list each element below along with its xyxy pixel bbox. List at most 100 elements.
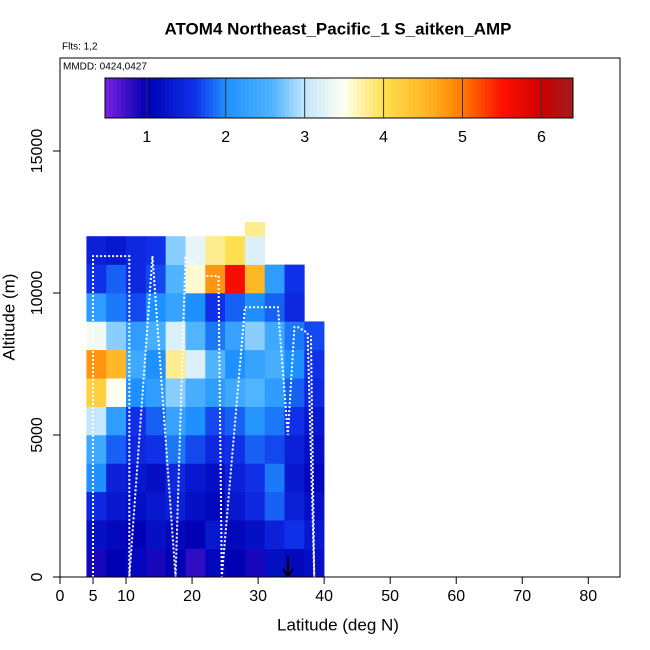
cell: [126, 321, 147, 351]
cell: [185, 463, 206, 493]
x-tick-label: 70: [513, 588, 531, 605]
colorbar-swatch: [373, 78, 378, 118]
colorbar-swatch: [405, 78, 410, 118]
x-tick-label: 10: [117, 588, 135, 605]
colorbar-swatch: [361, 78, 366, 118]
cell: [106, 378, 127, 407]
colorbar-swatch: [545, 78, 550, 118]
cell: [244, 349, 266, 379]
y-tick-label: 0: [29, 572, 46, 581]
colorbar-swatch: [537, 78, 542, 118]
colorbar-tick-label: 1: [142, 129, 151, 146]
cell: [304, 406, 325, 436]
x-tick-label: 20: [183, 588, 201, 605]
colorbar-swatch: [449, 78, 454, 118]
cell: [185, 520, 206, 549]
colorbar-swatch: [149, 78, 154, 118]
colorbar-swatch: [385, 78, 390, 118]
cell: [86, 264, 107, 294]
cell: [145, 264, 166, 294]
colorbar-swatch: [273, 78, 278, 118]
x-tick-label: 80: [579, 588, 597, 605]
colorbar-swatch: [345, 78, 350, 118]
cell: [145, 491, 166, 521]
colorbar-swatch: [341, 78, 346, 118]
cell: [185, 321, 206, 351]
colorbar-swatch: [333, 78, 338, 118]
colorbar-swatch: [441, 78, 446, 118]
cell: [264, 463, 285, 493]
cell: [126, 349, 147, 379]
cell: [304, 435, 325, 464]
colorbar-swatch: [237, 78, 242, 118]
cell: [145, 293, 166, 322]
cell: [225, 491, 246, 521]
cell: [205, 321, 226, 351]
cell: [304, 491, 325, 521]
cell: [244, 435, 266, 464]
cell: [264, 548, 285, 578]
colorbar-swatch: [173, 78, 178, 118]
colorbar-swatch: [485, 78, 490, 118]
colorbar-swatch: [561, 78, 566, 118]
cell: [304, 548, 325, 578]
cell: [106, 463, 127, 493]
y-tick-label: 5000: [29, 417, 46, 453]
colorbar-swatch: [197, 78, 202, 118]
cell: [165, 321, 186, 351]
colorbar-swatch: [377, 78, 382, 118]
colorbar-swatch: [297, 78, 302, 118]
colorbar-swatch: [369, 78, 374, 118]
cell: [225, 349, 246, 379]
cell: [106, 491, 127, 521]
colorbar-swatch: [497, 78, 502, 118]
cell: [244, 463, 266, 493]
colorbar-swatch: [565, 78, 570, 118]
cell: [244, 548, 266, 578]
colorbar-swatch: [417, 78, 422, 118]
colorbar-swatch: [353, 78, 358, 118]
cell: [185, 378, 206, 407]
colorbar-tick-label: 3: [300, 129, 309, 146]
cell: [205, 491, 226, 521]
colorbar-swatch: [541, 78, 546, 118]
x-tick-label: 30: [249, 588, 267, 605]
colorbar-swatch: [397, 78, 402, 118]
y-axis-label: Altitude (m): [0, 274, 18, 361]
cell: [244, 378, 266, 407]
cell: [225, 321, 246, 351]
cell: [264, 520, 285, 549]
cell: [244, 321, 266, 351]
colorbar-swatch: [429, 78, 434, 118]
cell: [185, 406, 206, 436]
colorbar-swatch: [177, 78, 182, 118]
colorbar-swatch: [445, 78, 450, 118]
colorbar-swatch: [205, 78, 210, 118]
colorbar-swatch: [117, 78, 122, 118]
colorbar-swatch: [125, 78, 130, 118]
colorbar-swatch: [517, 78, 522, 118]
cell: [86, 435, 107, 464]
cell: [225, 520, 246, 549]
colorbar-swatch: [389, 78, 394, 118]
colorbar-swatch: [109, 78, 114, 118]
colorbar-swatch: [221, 78, 226, 118]
cell: [304, 349, 325, 379]
colorbar-swatch: [305, 78, 310, 118]
cell: [126, 378, 147, 407]
x-tick-label: 60: [447, 588, 465, 605]
cell: [284, 463, 305, 493]
colorbar-swatch: [401, 78, 406, 118]
cell: [165, 293, 186, 322]
cell: [145, 463, 166, 493]
colorbar-swatch: [317, 78, 322, 118]
cell: [185, 264, 206, 294]
cell: [284, 406, 305, 436]
cell: [264, 349, 285, 379]
cell: [126, 264, 147, 294]
y-tick-label: 15000: [29, 129, 46, 174]
colorbar-swatch: [129, 78, 134, 118]
cell: [264, 321, 285, 351]
colorbar-swatch: [413, 78, 418, 118]
colorbar-swatch: [321, 78, 326, 118]
